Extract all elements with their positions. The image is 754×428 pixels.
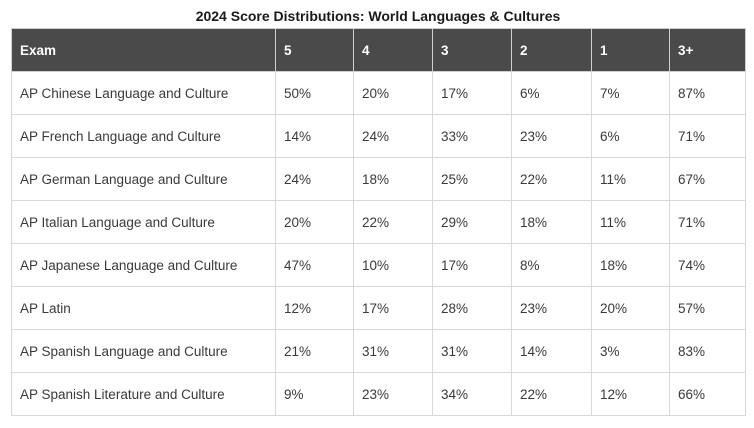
- cell-score-2: 22%: [511, 157, 592, 201]
- cell-score-3-plus: 83%: [669, 329, 746, 373]
- cell-score-2: 22%: [511, 372, 592, 416]
- cell-score-1: 3%: [591, 329, 670, 373]
- score-distribution-table: Exam 5 4 3 2 1 3+ AP Chinese Language an…: [11, 28, 746, 416]
- cell-score-4: 10%: [353, 243, 433, 287]
- cell-score-4: 24%: [353, 114, 433, 158]
- table-row: AP Spanish Literature and Culture 9% 23%…: [11, 372, 746, 416]
- cell-score-5: 20%: [275, 200, 354, 244]
- column-header-exam: Exam: [11, 28, 276, 72]
- cell-score-3-plus: 67%: [669, 157, 746, 201]
- cell-score-3: 34%: [432, 372, 512, 416]
- cell-score-3: 17%: [432, 71, 512, 115]
- cell-score-2: 23%: [511, 114, 592, 158]
- cell-score-5: 14%: [275, 114, 354, 158]
- cell-score-3-plus: 71%: [669, 200, 746, 244]
- cell-score-3-plus: 57%: [669, 286, 746, 330]
- cell-score-2: 6%: [511, 71, 592, 115]
- cell-score-1: 18%: [591, 243, 670, 287]
- cell-score-3: 31%: [432, 329, 512, 373]
- cell-score-1: 11%: [591, 157, 670, 201]
- cell-score-5: 21%: [275, 329, 354, 373]
- cell-score-5: 12%: [275, 286, 354, 330]
- cell-exam: AP Spanish Literature and Culture: [11, 372, 276, 416]
- table-header-row: Exam 5 4 3 2 1 3+: [11, 28, 746, 72]
- cell-exam: AP Spanish Language and Culture: [11, 329, 276, 373]
- cell-score-3: 25%: [432, 157, 512, 201]
- table-row: AP Japanese Language and Culture 47% 10%…: [11, 243, 746, 287]
- cell-score-4: 18%: [353, 157, 433, 201]
- cell-score-3-plus: 66%: [669, 372, 746, 416]
- cell-score-3-plus: 74%: [669, 243, 746, 287]
- cell-score-3: 28%: [432, 286, 512, 330]
- cell-score-5: 50%: [275, 71, 354, 115]
- table-row: AP German Language and Culture 24% 18% 2…: [11, 157, 746, 201]
- cell-score-1: 6%: [591, 114, 670, 158]
- column-header-score-3: 3: [432, 28, 512, 72]
- cell-score-5: 47%: [275, 243, 354, 287]
- cell-score-2: 23%: [511, 286, 592, 330]
- table-row: AP French Language and Culture 14% 24% 3…: [11, 114, 746, 158]
- cell-exam: AP Latin: [11, 286, 276, 330]
- cell-exam: AP Chinese Language and Culture: [11, 71, 276, 115]
- cell-score-3: 29%: [432, 200, 512, 244]
- cell-score-1: 12%: [591, 372, 670, 416]
- column-header-score-1: 1: [591, 28, 670, 72]
- table-title: 2024 Score Distributions: World Language…: [195, 8, 561, 24]
- column-header-score-4: 4: [353, 28, 433, 72]
- cell-score-4: 31%: [353, 329, 433, 373]
- table-row: AP Latin 12% 17% 28% 23% 20% 57%: [11, 286, 746, 330]
- cell-exam: AP French Language and Culture: [11, 114, 276, 158]
- table-row: AP Italian Language and Culture 20% 22% …: [11, 200, 746, 244]
- cell-score-2: 18%: [511, 200, 592, 244]
- cell-score-1: 20%: [591, 286, 670, 330]
- column-header-score-3-plus: 3+: [669, 28, 746, 72]
- cell-score-3: 33%: [432, 114, 512, 158]
- column-header-score-2: 2: [511, 28, 592, 72]
- cell-exam: AP Italian Language and Culture: [11, 200, 276, 244]
- cell-score-5: 9%: [275, 372, 354, 416]
- table-row: AP Spanish Language and Culture 21% 31% …: [11, 329, 746, 373]
- cell-score-3-plus: 71%: [669, 114, 746, 158]
- cell-score-5: 24%: [275, 157, 354, 201]
- cell-score-4: 20%: [353, 71, 433, 115]
- cell-score-3: 17%: [432, 243, 512, 287]
- column-header-score-5: 5: [275, 28, 354, 72]
- cell-score-4: 22%: [353, 200, 433, 244]
- cell-score-2: 14%: [511, 329, 592, 373]
- cell-score-2: 8%: [511, 243, 592, 287]
- cell-score-4: 23%: [353, 372, 433, 416]
- cell-exam: AP Japanese Language and Culture: [11, 243, 276, 287]
- cell-score-1: 11%: [591, 200, 670, 244]
- cell-score-3-plus: 87%: [669, 71, 746, 115]
- table-row: AP Chinese Language and Culture 50% 20% …: [11, 71, 746, 115]
- cell-exam: AP German Language and Culture: [11, 157, 276, 201]
- cell-score-1: 7%: [591, 71, 670, 115]
- cell-score-4: 17%: [353, 286, 433, 330]
